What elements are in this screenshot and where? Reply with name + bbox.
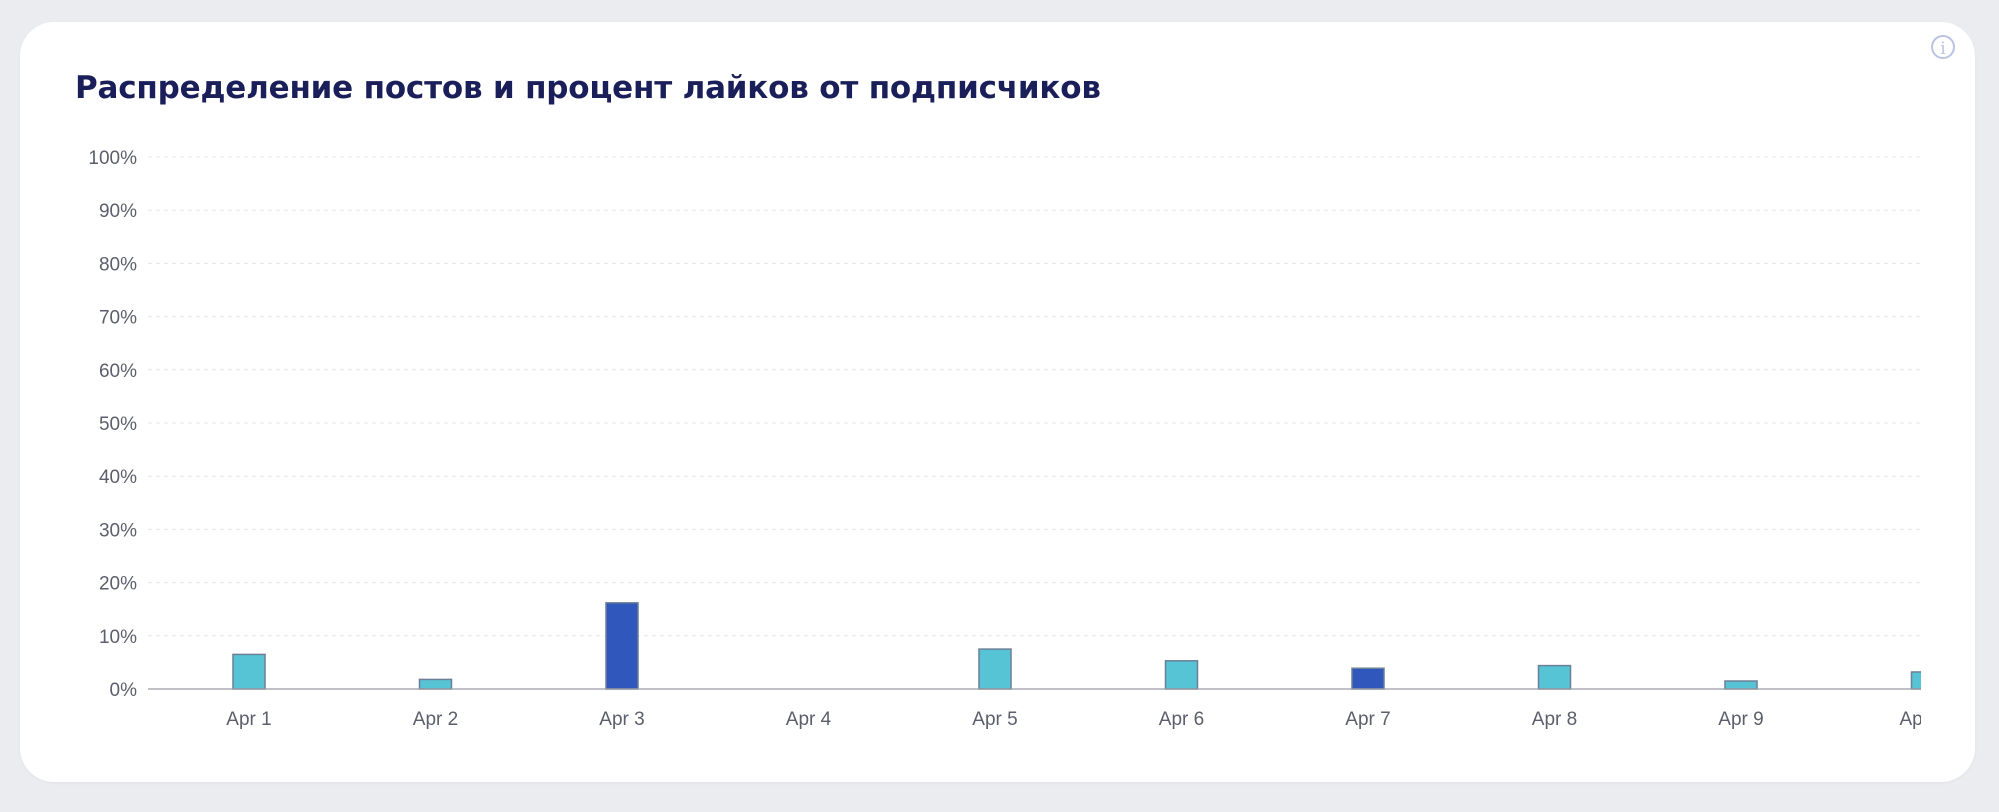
x-tick-label: Apr 6 bbox=[1159, 709, 1204, 730]
bar bbox=[978, 648, 1012, 690]
x-tick-label: Apr 4 bbox=[786, 709, 832, 730]
y-tick-label: 100% bbox=[88, 148, 137, 169]
x-tick-label: Apr 7 bbox=[1345, 709, 1390, 730]
chart-card: Распределение постов и процент лайков от… bbox=[20, 22, 1975, 782]
x-tick-label: Apr 1 bbox=[226, 709, 271, 730]
y-tick-label: 40% bbox=[99, 467, 137, 488]
info-circle-icon[interactable]: i bbox=[1931, 35, 1955, 59]
x-tick-labels: Apr 1 Apr 2 Apr 3 Apr 4 Apr 5 Apr 6 Apr 7 Apr 8… bbox=[226, 709, 1956, 730]
y-tick-label: 0% bbox=[110, 680, 138, 701]
y-tick-label: 60% bbox=[99, 361, 137, 382]
chart-title: Распределение постов и процент лайков от… bbox=[75, 70, 1101, 106]
x-tick-label: Apr 9 bbox=[1718, 709, 1763, 730]
bar bbox=[232, 653, 266, 690]
y-tick-label: 10% bbox=[99, 627, 137, 648]
y-tick-label: 30% bbox=[99, 520, 137, 541]
bar bbox=[1164, 660, 1199, 690]
bar bbox=[1537, 664, 1572, 690]
bar bbox=[1724, 680, 1758, 690]
bar bbox=[418, 678, 453, 690]
x-tick-label: Apr 8 bbox=[1532, 709, 1577, 730]
y-tick-label: 20% bbox=[99, 574, 137, 595]
bars bbox=[232, 602, 1921, 690]
y-tick-label: 90% bbox=[99, 201, 137, 222]
y-tick-label: 70% bbox=[99, 308, 137, 329]
x-tick-label: Apr 10 bbox=[1900, 709, 1956, 730]
bar bbox=[1351, 667, 1385, 690]
y-tick-label: 80% bbox=[99, 254, 137, 275]
bar bbox=[1910, 671, 1921, 690]
y-tick-label: 50% bbox=[99, 414, 137, 435]
x-tick-label: Apr 2 bbox=[413, 709, 458, 730]
x-tick-label: Apr 3 bbox=[599, 709, 644, 730]
bar-chart: 0%10%20%30%40%50%60%70%80%90%100%Apr 1 Ap… bbox=[88, 148, 1956, 730]
bar bbox=[605, 602, 639, 690]
x-tick-label: Apr 5 bbox=[972, 709, 1017, 730]
